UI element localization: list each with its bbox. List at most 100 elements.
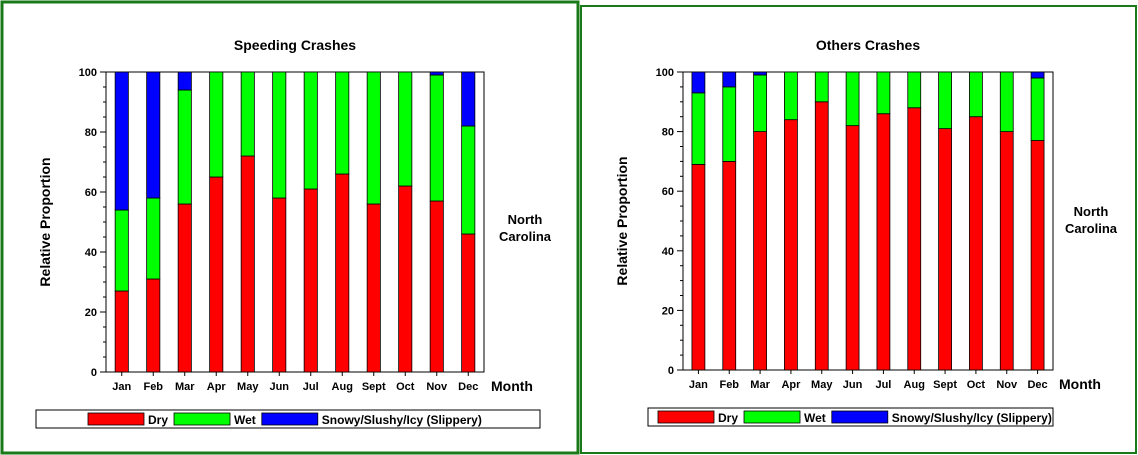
speeding-xtick-label-sept: Sept bbox=[362, 381, 386, 393]
speeding-bar-aug-wet bbox=[335, 71, 350, 175]
others-ytick-label-40: 40 bbox=[662, 246, 674, 258]
speeding-xtick-label-mar: Mar bbox=[175, 381, 195, 393]
speeding-xtick-label-dec: Dec bbox=[458, 381, 478, 393]
others-legend-swatch-wet bbox=[743, 410, 801, 424]
speeding-bar-may-dry bbox=[240, 155, 255, 373]
others-xtick-label-apr: Apr bbox=[781, 379, 801, 391]
speeding-crashes-panel: Speeding Crashes 0 20 40 60 80 100 Relative Pro… bbox=[0, 0, 580, 455]
speeding-bar-oct-dry bbox=[398, 185, 413, 373]
speeding-bar-jun-dry bbox=[272, 197, 287, 373]
speeding-bar-jan-snowy bbox=[114, 71, 129, 211]
speeding-bar-jan-wet bbox=[114, 209, 129, 292]
speeding-xtick-label-jan: Jan bbox=[112, 381, 131, 393]
others-bar-jan-snowy bbox=[691, 71, 706, 94]
speeding-xlabel: Month bbox=[491, 378, 533, 394]
others-title: Others Crashes bbox=[816, 37, 920, 53]
speeding-legend-label-wet: Wet bbox=[234, 413, 256, 427]
others-bar-oct-wet bbox=[969, 71, 983, 118]
speeding-ytick-label-100: 100 bbox=[79, 67, 97, 79]
others-xtick-label-dec: Dec bbox=[1027, 379, 1047, 391]
others-bar-sept-wet bbox=[938, 71, 952, 130]
others-bar-apr-dry bbox=[784, 119, 798, 371]
others-bar-jul-dry bbox=[876, 113, 891, 371]
others-legend: Dry Wet Snowy/Slushy/Icy (Slippery) bbox=[647, 407, 1054, 427]
others-crashes-chart: Others Crashes 0 20 40 60 80 100 Relative Propo… bbox=[580, 5, 1137, 454]
others-bar-jan-dry bbox=[691, 163, 706, 371]
others-bar-may-dry bbox=[814, 101, 829, 371]
speeding-ytick-label-60: 60 bbox=[85, 187, 97, 199]
speeding-bar-oct-wet bbox=[398, 71, 413, 187]
speeding-bar-mar-snowy bbox=[177, 71, 192, 91]
others-ytick-label-60: 60 bbox=[662, 186, 674, 198]
others-xtick-label-mar: Mar bbox=[750, 379, 770, 391]
others-bar-feb-dry bbox=[722, 160, 737, 371]
others-side-label-line-2: Carolina bbox=[1065, 221, 1118, 236]
speeding-ytick-label-0: 0 bbox=[91, 367, 97, 379]
others-side-label: North Carolina bbox=[1065, 204, 1118, 236]
speeding-bar-nov-snowy bbox=[429, 71, 444, 76]
speeding-bar-feb-dry bbox=[146, 278, 161, 373]
speeding-xtick-label-jul: Jul bbox=[303, 381, 319, 393]
speeding-bar-dec-dry bbox=[461, 233, 476, 373]
speeding-xtick-label-feb: Feb bbox=[143, 381, 163, 393]
others-bar-aug-dry bbox=[907, 107, 922, 371]
speeding-bar-feb-wet bbox=[146, 197, 161, 280]
others-bar-apr-wet bbox=[784, 71, 798, 121]
others-xtick-label-oct: Oct bbox=[967, 379, 986, 391]
others-bar-jan-wet bbox=[691, 92, 706, 165]
speeding-ytick-label-80: 80 bbox=[85, 127, 97, 139]
others-plot-area bbox=[682, 71, 1054, 371]
speeding-bar-may-wet bbox=[240, 71, 255, 157]
others-bar-jun-wet bbox=[845, 71, 860, 127]
others-xlabel: Month bbox=[1059, 376, 1101, 392]
others-xtick-label-sept: Sept bbox=[933, 379, 957, 391]
speeding-crashes-chart: Speeding Crashes 0 20 40 60 80 100 Relative Pro… bbox=[0, 0, 580, 455]
speeding-side-label-line-1: North bbox=[508, 212, 543, 227]
others-xtick-label-jan: Jan bbox=[689, 379, 708, 391]
speeding-bar-sept-dry bbox=[366, 203, 381, 373]
speeding-title: Speeding Crashes bbox=[234, 37, 356, 53]
others-legend-swatch-snowy bbox=[831, 410, 889, 424]
speeding-bar-dec-wet bbox=[461, 125, 476, 235]
speeding-bar-jul-dry bbox=[303, 188, 318, 373]
speeding-bar-nov-wet bbox=[429, 74, 444, 202]
speeding-legend: Dry Wet Snowy/Slushy/Icy (Slippery) bbox=[35, 409, 541, 429]
speeding-bar-aug-dry bbox=[335, 173, 350, 373]
others-bar-mar-wet bbox=[753, 74, 767, 133]
speeding-ytick-label-20: 20 bbox=[85, 307, 97, 319]
others-ytick-label-0: 0 bbox=[668, 365, 674, 377]
speeding-bar-jun-wet bbox=[272, 71, 287, 199]
others-xtick-label-jun: Jun bbox=[843, 379, 863, 391]
others-ytick-label-80: 80 bbox=[662, 127, 674, 139]
speeding-bar-feb-snowy bbox=[146, 71, 161, 199]
speeding-bar-apr-dry bbox=[209, 176, 224, 373]
others-bar-sept-dry bbox=[938, 128, 952, 371]
speeding-legend-swatch-wet bbox=[173, 412, 231, 426]
others-bar-nov-wet bbox=[999, 71, 1014, 132]
speeding-frame bbox=[0, 0, 580, 455]
others-bar-jun-dry bbox=[845, 125, 860, 371]
others-xtick-label-may: May bbox=[811, 379, 833, 391]
others-crashes-panel: Others Crashes 0 20 40 60 80 100 Relative Propo… bbox=[580, 0, 1138, 455]
others-bar-dec-wet bbox=[1030, 77, 1045, 141]
speeding-ytick-label-40: 40 bbox=[85, 247, 97, 259]
others-ytick-label-100: 100 bbox=[656, 67, 674, 79]
others-bar-dec-dry bbox=[1030, 140, 1045, 371]
others-legend-label-dry: Dry bbox=[718, 411, 738, 425]
speeding-legend-label-snowy: Snowy/Slushy/Icy (Slippery) bbox=[322, 413, 482, 427]
others-xtick-label-aug: Aug bbox=[904, 379, 925, 391]
speeding-xtick-label-aug: Aug bbox=[332, 381, 353, 393]
others-bar-oct-dry bbox=[969, 116, 983, 371]
others-bar-mar-snowy bbox=[753, 71, 767, 76]
speeding-bar-sept-wet bbox=[366, 71, 381, 205]
others-bar-aug-wet bbox=[907, 71, 922, 109]
others-frame bbox=[580, 5, 1137, 454]
others-ylabel: Relative Proportion bbox=[614, 156, 630, 285]
speeding-bar-mar-wet bbox=[177, 89, 192, 205]
speeding-ylabel: Relative Proportion bbox=[37, 157, 53, 286]
others-bar-nov-dry bbox=[999, 131, 1014, 371]
others-legend-swatch-dry bbox=[657, 410, 715, 424]
speeding-plot-area bbox=[105, 71, 485, 373]
others-bar-may-wet bbox=[814, 71, 829, 103]
others-bar-feb-wet bbox=[722, 86, 737, 162]
